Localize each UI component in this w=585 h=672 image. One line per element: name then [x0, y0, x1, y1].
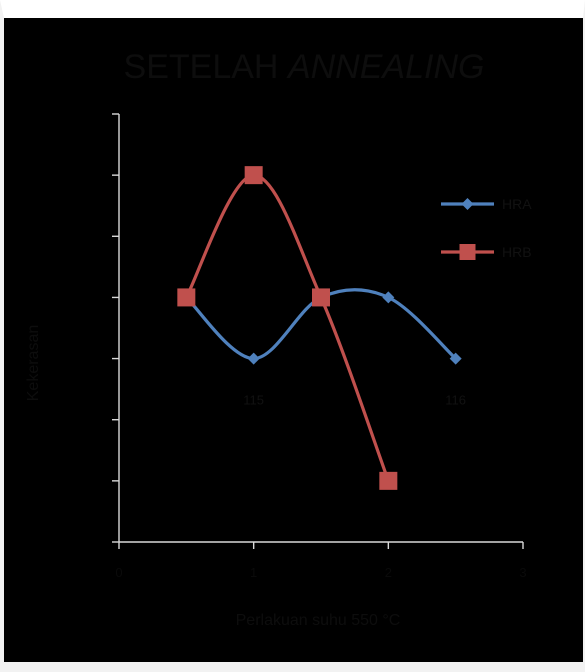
- data-point-2-2: [244, 166, 263, 185]
- data-point-2-4: [379, 471, 398, 490]
- data-point-1-4: [382, 291, 395, 304]
- x-axis-label: Perlakuan suhu 550 °C: [236, 612, 401, 629]
- data-label: 115: [243, 393, 264, 408]
- tick-labels: 0 1 2 3: [115, 565, 526, 580]
- data-point-2-1: [177, 288, 196, 307]
- series-line-2: [184, 173, 390, 482]
- axes: [112, 113, 524, 549]
- chart-canvas: SETELAH ANNEALING 0 1 2 3 115 116 HRA HRB Per…: [4, 18, 583, 662]
- data-label: 116: [445, 393, 466, 408]
- data-labels: 115 116: [243, 393, 466, 408]
- data-point-2-3: [312, 288, 330, 307]
- chart-title-part-2: ANNEALING: [286, 48, 485, 86]
- y-axis-label: Kekerasan: [25, 325, 42, 402]
- x-tick-label: 2: [385, 565, 392, 580]
- legend-label-2: HRB: [502, 244, 532, 260]
- chart-title-part-1: SETELAH: [124, 48, 279, 86]
- chart-svg: SETELAH ANNEALING 0 1 2 3 115 116 HRA HRB Per…: [25, 48, 532, 629]
- legend-marker-2: [459, 244, 476, 260]
- legend-marker-1: [461, 198, 474, 210]
- x-tick-label: 1: [250, 565, 257, 580]
- x-tick-label: 3: [519, 565, 526, 580]
- legend: HRA HRB: [441, 196, 532, 260]
- chart-title: SETELAH ANNEALING: [124, 48, 485, 86]
- data-point-1-5: [449, 352, 462, 365]
- legend-label-1: HRA: [502, 196, 532, 212]
- series-layer: [177, 166, 462, 490]
- data-point-1-2: [247, 352, 260, 365]
- x-tick-label: 0: [115, 565, 122, 580]
